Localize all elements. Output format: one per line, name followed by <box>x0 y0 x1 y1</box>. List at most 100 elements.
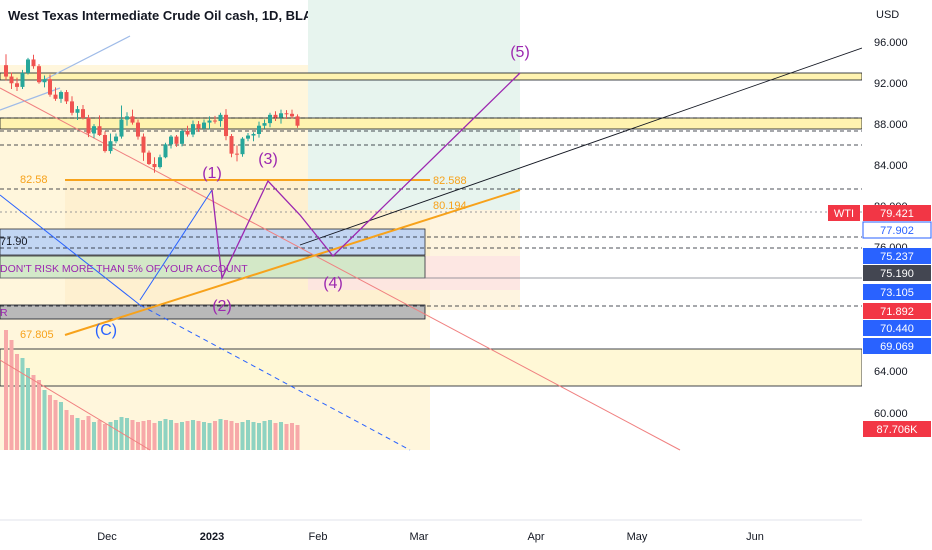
volume-bar <box>15 354 19 450</box>
candle[interactable] <box>42 75 47 88</box>
candle[interactable] <box>279 109 283 124</box>
blue-dashed-projection <box>139 304 411 451</box>
candle[interactable] <box>174 135 179 147</box>
candle[interactable] <box>81 105 85 120</box>
wave-label: (5) <box>510 44 530 61</box>
candle[interactable] <box>75 106 80 121</box>
candle[interactable] <box>273 111 278 122</box>
candle[interactable] <box>9 72 14 89</box>
volume-bar <box>48 395 52 450</box>
svg-text:77.902: 77.902 <box>880 225 914 237</box>
svg-text:75.237: 75.237 <box>880 251 914 263</box>
candle[interactable] <box>108 133 113 154</box>
candle[interactable] <box>207 116 212 130</box>
candle[interactable] <box>125 112 129 126</box>
wave-c-leg <box>139 189 213 301</box>
y-tick-label: 60.000 <box>874 408 908 420</box>
candle[interactable] <box>235 145 239 162</box>
x-tick-label: May <box>627 531 648 543</box>
volume-bar <box>284 424 289 450</box>
candle[interactable] <box>295 114 300 128</box>
candle[interactable] <box>251 132 256 142</box>
candle[interactable] <box>218 112 223 127</box>
volume-bar <box>119 417 124 450</box>
candle[interactable] <box>4 54 8 81</box>
candle[interactable] <box>141 133 146 161</box>
candle[interactable] <box>114 133 118 144</box>
volume-bar <box>20 358 25 450</box>
candle[interactable] <box>180 129 184 147</box>
candle[interactable] <box>284 110 289 119</box>
candle[interactable] <box>169 135 173 149</box>
candle[interactable] <box>130 109 135 125</box>
x-tick-label: Dec <box>97 531 117 543</box>
volume-bar <box>136 422 140 450</box>
grey-box <box>0 304 426 320</box>
candle[interactable] <box>191 120 195 138</box>
candle[interactable] <box>257 121 261 138</box>
candle[interactable] <box>229 133 234 158</box>
candle[interactable] <box>152 157 157 173</box>
candle[interactable] <box>202 119 206 130</box>
candle[interactable] <box>86 114 91 138</box>
volume-bar <box>86 416 91 450</box>
volume-bar <box>246 420 250 450</box>
volume-bar <box>213 421 217 450</box>
volume-bar <box>147 420 151 450</box>
blue-descending-line <box>0 194 141 306</box>
candle[interactable] <box>158 154 162 169</box>
candle[interactable] <box>15 77 19 92</box>
candle[interactable] <box>163 142 168 159</box>
candle[interactable] <box>53 87 58 101</box>
candle[interactable] <box>48 74 52 97</box>
candle[interactable] <box>31 54 36 69</box>
candle[interactable] <box>147 150 151 166</box>
candle[interactable] <box>64 89 69 104</box>
candle[interactable] <box>240 137 245 157</box>
candle[interactable] <box>103 131 107 153</box>
price-tag: 71.892 <box>863 303 931 319</box>
volume-bar <box>240 422 245 450</box>
candle[interactable] <box>26 57 30 75</box>
candle[interactable] <box>196 121 201 132</box>
volume-bar <box>42 390 47 450</box>
wave-label: (3) <box>258 151 278 168</box>
candle[interactable] <box>224 109 228 141</box>
candle[interactable] <box>268 112 272 128</box>
candle[interactable] <box>290 109 294 119</box>
volume-bar <box>4 330 8 450</box>
price-tag: 87.706K <box>863 421 931 437</box>
y-tick-label: 84.000 <box>874 160 908 172</box>
candle[interactable] <box>136 119 140 140</box>
candle[interactable] <box>97 115 102 137</box>
wave-label: (1) <box>202 165 222 182</box>
volume-bar <box>97 420 102 450</box>
svg-text:87.706K: 87.706K <box>877 424 919 436</box>
volume-bar <box>174 423 179 450</box>
volume-bar <box>257 423 261 450</box>
candle[interactable] <box>213 115 217 124</box>
candle[interactable] <box>70 96 74 116</box>
red-channel-upper <box>0 87 681 451</box>
candle[interactable] <box>59 90 63 103</box>
candle[interactable] <box>119 105 124 139</box>
candle[interactable] <box>262 119 267 129</box>
orange-support-line <box>64 189 521 336</box>
svg-text:75.190: 75.190 <box>880 268 914 280</box>
currency-label: USD <box>876 9 899 21</box>
candle[interactable] <box>185 125 190 137</box>
x-tick-label: 2023 <box>200 531 224 543</box>
price-tag: 70.440 <box>863 320 931 336</box>
volume-bar <box>103 424 107 450</box>
candle[interactable] <box>92 124 96 139</box>
volume-bar <box>262 421 267 450</box>
candle[interactable] <box>37 64 41 84</box>
price-tag: 77.902 <box>862 221 932 239</box>
level-label: 67.805 <box>20 329 54 341</box>
volume-bar <box>152 423 157 450</box>
candle[interactable] <box>246 132 250 142</box>
wave-label: (4) <box>323 275 343 292</box>
candle[interactable] <box>20 69 25 89</box>
volume-bar <box>158 421 162 450</box>
